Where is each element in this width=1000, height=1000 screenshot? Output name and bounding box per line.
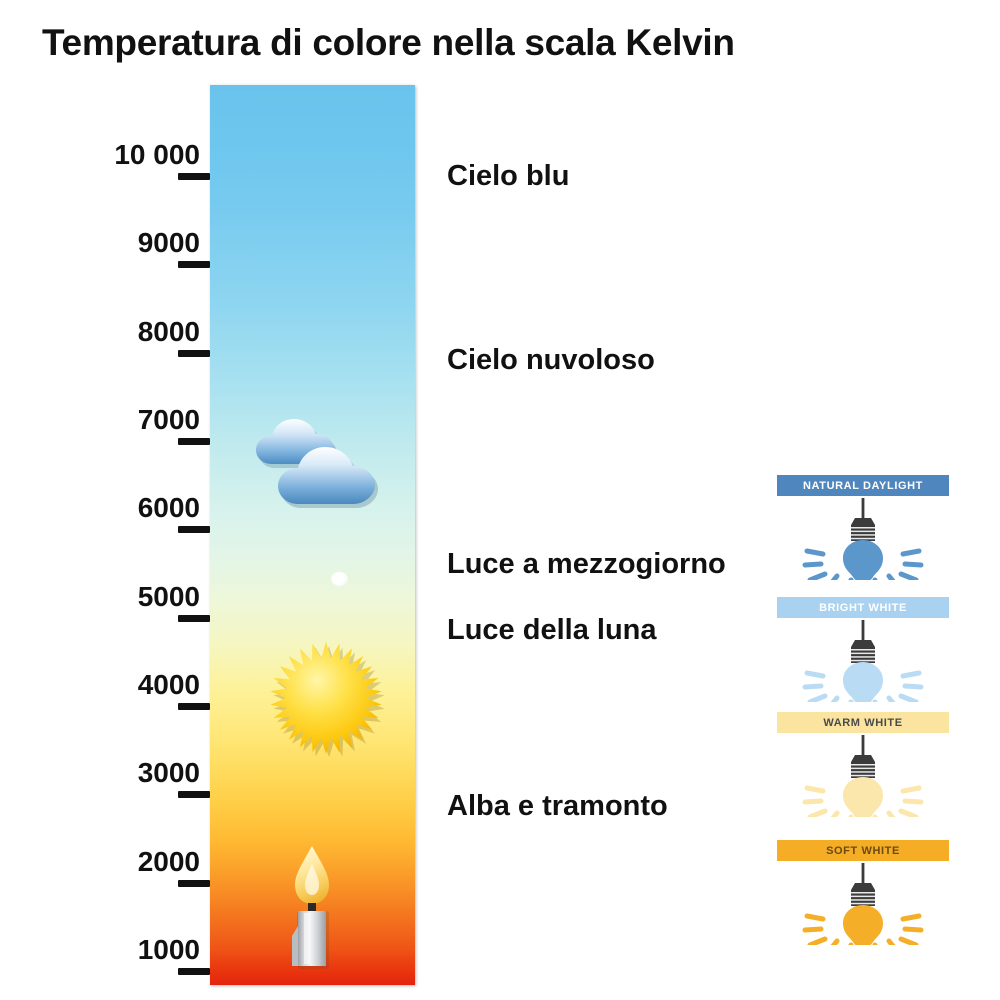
cloud-icon — [248, 412, 380, 508]
bulb-label-bar: BRIGHT WHITE — [777, 597, 949, 618]
axis-tick-mark — [178, 879, 210, 887]
bulb-card-4: SOFT WHITE — [777, 840, 949, 945]
caption-1: Cielo blu — [447, 160, 570, 192]
axis-tick-mark — [178, 261, 210, 269]
axis-tick-mark — [178, 438, 210, 445]
light-bulb-icon — [802, 735, 924, 817]
axis-tick-label: 8000 — [137, 315, 200, 347]
axis-tick-mark — [178, 349, 210, 357]
axis-tick-mark — [178, 173, 210, 180]
axis-tick-mark — [178, 968, 210, 975]
light-bulb-icon — [802, 498, 924, 580]
axis-tick-label: 1000 — [137, 934, 200, 965]
axis-tick-mark — [178, 526, 210, 534]
page-title: Temperatura di colore nella scala Kelvin — [42, 22, 735, 63]
kelvin-gradient-fill — [210, 85, 415, 985]
caption-4: Luce della luna — [447, 614, 657, 646]
bulb-card-3: WARM WHITE — [777, 712, 949, 817]
bulb-label-bar: SOFT WHITE — [777, 840, 949, 861]
caption-3: Luce a mezzogiorno — [447, 548, 726, 580]
candle-icon — [278, 840, 346, 972]
axis-tick-label: 6000 — [137, 492, 200, 524]
bulb-label-bar: NATURAL DAYLIGHT — [777, 475, 949, 496]
light-bulb-icon — [802, 620, 924, 702]
kelvin-gradient-bar — [210, 85, 415, 985]
bulb-label-bar: WARM WHITE — [777, 712, 949, 733]
axis-tick-mark — [178, 703, 210, 710]
moon-icon — [331, 572, 348, 586]
axis-tick-mark — [178, 791, 210, 799]
bulb-card-2: BRIGHT WHITE — [777, 597, 949, 702]
sun-icon — [268, 640, 385, 758]
axis-tick-label: 9000 — [137, 227, 200, 259]
bulb-card-1: NATURAL DAYLIGHT — [777, 475, 949, 580]
caption-5: Alba e tramonto — [447, 790, 668, 822]
axis-tick-label: 4000 — [137, 669, 200, 700]
axis-tick-mark — [178, 614, 210, 622]
axis-tick-label: 2000 — [137, 845, 200, 877]
light-bulb-icon — [802, 863, 924, 945]
axis-tick-label: 3000 — [137, 757, 200, 789]
axis-tick-label: 10 000 — [114, 139, 200, 170]
axis-tick-label: 5000 — [137, 580, 200, 612]
caption-2: Cielo nuvoloso — [447, 344, 655, 376]
axis-tick-label: 7000 — [137, 404, 200, 435]
